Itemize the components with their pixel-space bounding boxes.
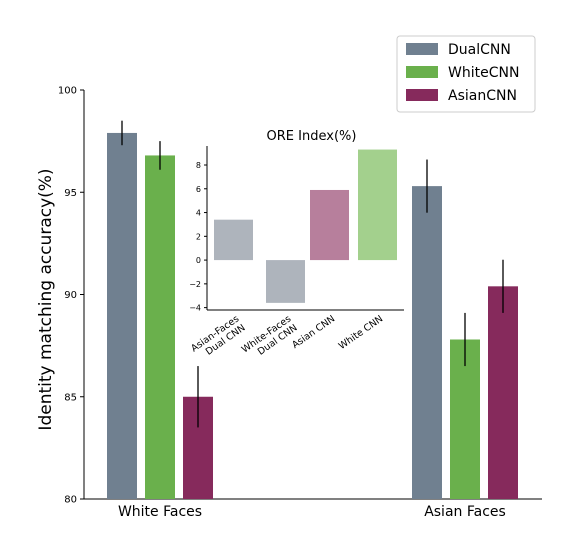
inset-y-tick-label: 0: [196, 256, 201, 265]
inset-y-tick-label: 8: [196, 161, 201, 170]
legend-swatch-dualcnn: [406, 43, 438, 55]
legend-swatch-asiancnn: [406, 89, 438, 101]
group-label-asian-faces: Asian Faces: [424, 504, 506, 520]
main-y-axis-label: Identity matching accuracy(%): [36, 168, 56, 430]
inset-y-tick-label: 6: [196, 185, 201, 194]
bar-dualcnn-asian-faces: [412, 186, 442, 500]
inset-bar-asian-cnn: [310, 189, 349, 261]
main-y-tick-label: 80: [64, 495, 77, 506]
inset-bar-asian-faces-dual-cnn: [214, 219, 253, 261]
inset-y-tick-label: −4: [189, 304, 201, 313]
inset-y-tick-label: −2: [189, 280, 201, 289]
bar-asiancnn-asian-faces: [488, 286, 518, 499]
group-label-white-faces: White Faces: [118, 504, 202, 520]
inset-y-tick-label: 2: [196, 232, 201, 241]
inset-y-tick-label: 4: [196, 209, 201, 218]
inset-x-tick-label-white-cnn: White CNN: [337, 313, 385, 352]
inset-title: ORE Index(%): [267, 129, 357, 144]
legend-swatch-whitecnn: [406, 66, 438, 78]
bar-whitecnn-white-faces: [145, 155, 175, 499]
inset-bar-white-cnn: [358, 149, 397, 261]
inset-x-tick-label-white-faces-dual-cnn: White-FacesDual CNN: [240, 313, 300, 364]
legend-label-dualcnn: DualCNN: [448, 42, 511, 58]
main-y-tick-label: 90: [64, 290, 77, 301]
main-y-tick-label: 95: [64, 188, 77, 199]
main-y-tick-label: 85: [64, 392, 77, 403]
legend-label-whitecnn: WhiteCNN: [448, 65, 519, 81]
main-y-tick-label: 100: [58, 86, 77, 97]
legend-label-asiancnn: AsianCNN: [448, 88, 517, 104]
bar-dualcnn-white-faces: [107, 132, 137, 499]
inset-x-tick-label-asian-faces-dual-cnn: Asian-FacesDual CNN: [189, 313, 247, 363]
inset-bar-white-faces-dual-cnn: [266, 260, 305, 303]
